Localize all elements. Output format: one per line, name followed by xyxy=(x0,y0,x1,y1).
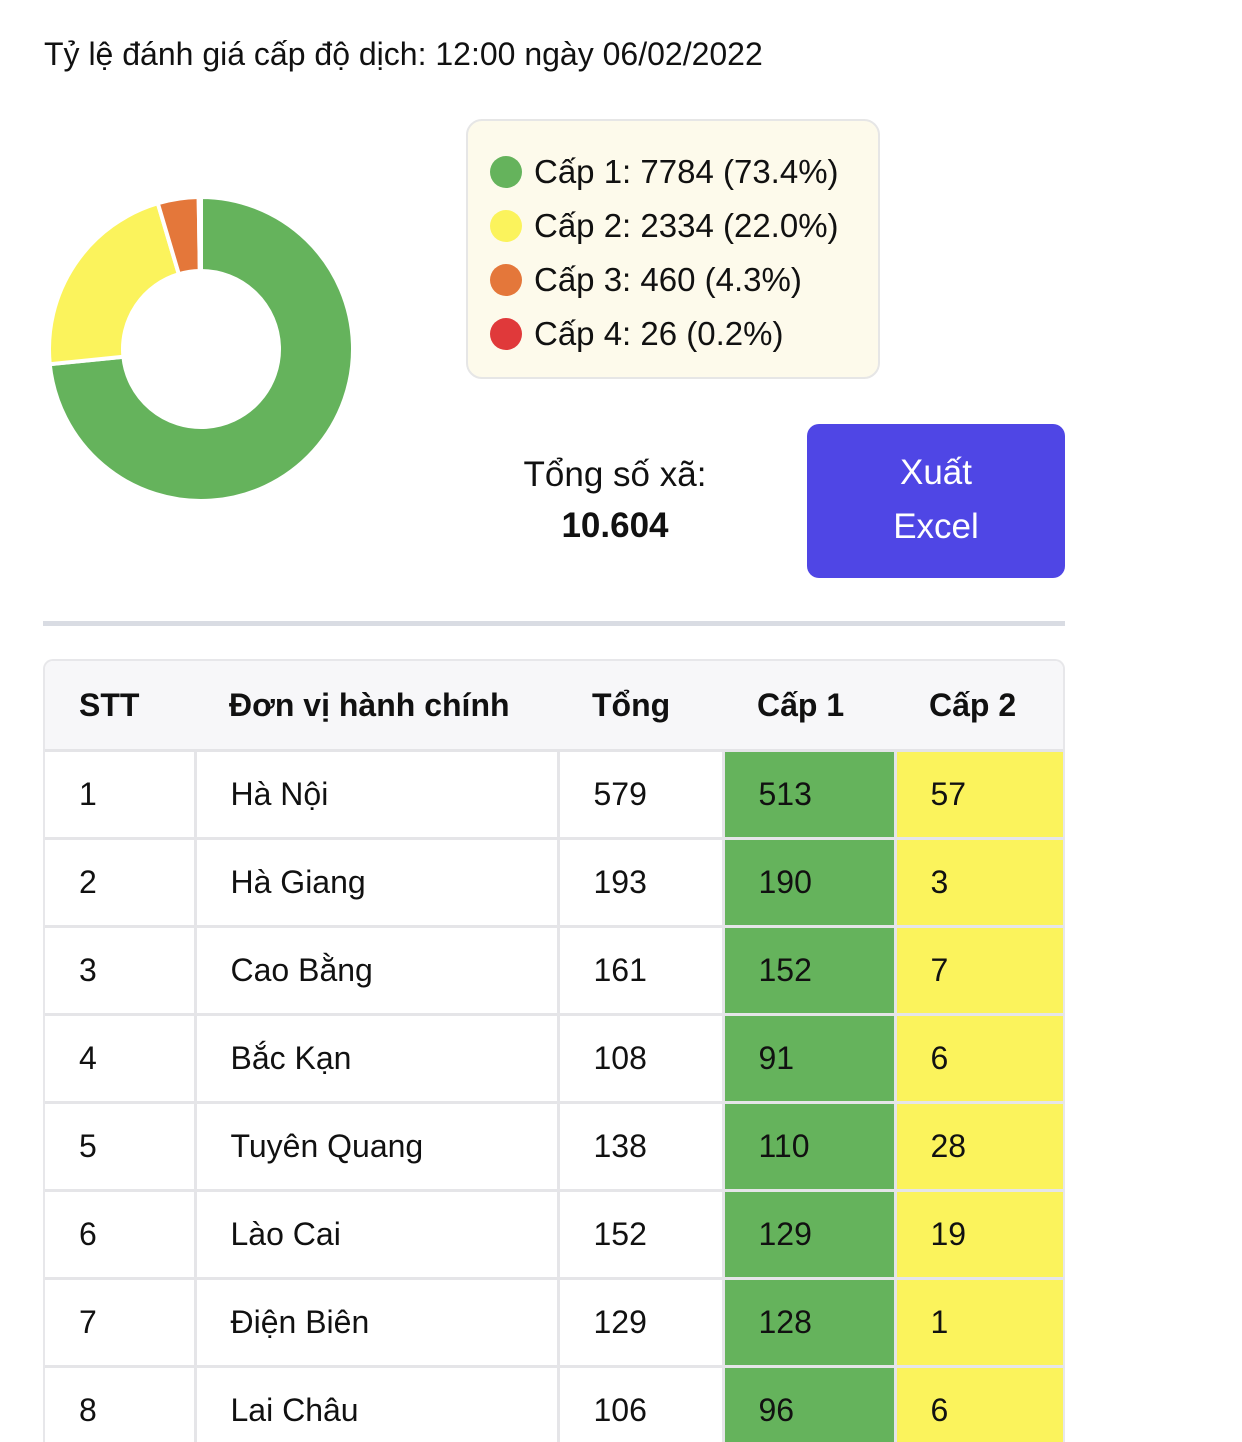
cell-cap-2: 6 xyxy=(895,1014,1063,1104)
legend-label-cap-2: Cấp 2: 2334 (22.0%) xyxy=(534,207,839,244)
province-table: STT Đơn vị hành chính Tổng Cấp 1 Cấp 2 1… xyxy=(43,659,1065,1442)
cell-total: 152 xyxy=(558,1190,725,1280)
table-row[interactable]: 4 Bắc Kạn 108 91 6 xyxy=(45,1014,1063,1104)
cell-unit: Hà Nội xyxy=(195,750,560,840)
cell-stt: 8 xyxy=(45,1366,197,1442)
legend-dot-cap-4 xyxy=(490,318,522,350)
cell-total: 106 xyxy=(558,1366,725,1442)
export-excel-button[interactable]: Xuất Excel xyxy=(807,424,1065,578)
export-button-line-2: Excel xyxy=(893,507,979,546)
cell-stt: 2 xyxy=(45,838,197,928)
page-title: Tỷ lệ đánh giá cấp độ dịch: 12:00 ngày 0… xyxy=(44,36,763,72)
legend-item-cap-2: Cấp 2: 2334 (22.0%) xyxy=(490,199,878,253)
legend-item-cap-3: Cấp 3: 460 (4.3%) xyxy=(490,253,878,307)
table-row[interactable]: 1 Hà Nội 579 513 57 xyxy=(45,750,1063,840)
section-divider xyxy=(43,621,1065,626)
chart-legend: Cấp 1: 7784 (73.4%) Cấp 2: 2334 (22.0%) … xyxy=(466,119,880,379)
legend-item-cap-4: Cấp 4: 26 (0.2%) xyxy=(490,307,878,361)
cell-cap-2: 57 xyxy=(895,750,1063,840)
cell-stt: 6 xyxy=(45,1190,197,1280)
cell-cap-1: 91 xyxy=(723,1014,897,1104)
cell-unit: Lào Cai xyxy=(195,1190,560,1280)
legend-label-cap-4: Cấp 4: 26 (0.2%) xyxy=(534,315,784,352)
cell-cap-2: 7 xyxy=(895,926,1063,1016)
legend-item-cap-1: Cấp 1: 7784 (73.4%) xyxy=(490,145,878,199)
cell-cap-1: 129 xyxy=(723,1190,897,1280)
cell-cap-1: 513 xyxy=(723,750,897,840)
cell-total: 193 xyxy=(558,838,725,928)
cell-unit: Bắc Kạn xyxy=(195,1014,560,1104)
cell-cap-1: 128 xyxy=(723,1278,897,1368)
cell-unit: Tuyên Quang xyxy=(195,1102,560,1192)
legend-label-cap-1: Cấp 1: 7784 (73.4%) xyxy=(534,153,839,190)
cell-total: 108 xyxy=(558,1014,725,1104)
total-communes: Tổng số xã: 10.604 xyxy=(470,450,760,552)
table-header-row: STT Đơn vị hành chính Tổng Cấp 1 Cấp 2 xyxy=(45,661,1063,752)
legend-dot-cap-3 xyxy=(490,264,522,296)
table-row[interactable]: 8 Lai Châu 106 96 6 xyxy=(45,1366,1063,1442)
table-row[interactable]: 6 Lào Cai 152 129 19 xyxy=(45,1190,1063,1280)
cell-stt: 4 xyxy=(45,1014,197,1104)
export-button-line-1: Xuất xyxy=(900,453,972,492)
cell-stt: 1 xyxy=(45,750,197,840)
cell-stt: 3 xyxy=(45,926,197,1016)
column-header-stt[interactable]: STT xyxy=(45,661,195,752)
cell-unit: Cao Bằng xyxy=(195,926,560,1016)
cell-cap-2: 28 xyxy=(895,1102,1063,1192)
cell-stt: 7 xyxy=(45,1278,197,1368)
donut-slice-4 xyxy=(196,194,203,274)
cell-cap-2: 1 xyxy=(895,1278,1063,1368)
legend-dot-cap-2 xyxy=(490,210,522,242)
cell-unit: Điện Biên xyxy=(195,1278,560,1368)
cell-total: 161 xyxy=(558,926,725,1016)
cell-total: 138 xyxy=(558,1102,725,1192)
column-header-cap-2[interactable]: Cấp 2 xyxy=(895,661,1063,752)
table-row[interactable]: 2 Hà Giang 193 190 3 xyxy=(45,838,1063,928)
legend-label-cap-3: Cấp 3: 460 (4.3%) xyxy=(534,261,802,298)
total-label: Tổng số xã: xyxy=(523,455,707,494)
cell-cap-2: 6 xyxy=(895,1366,1063,1442)
cell-total: 579 xyxy=(558,750,725,840)
cell-cap-1: 152 xyxy=(723,926,897,1016)
cell-cap-1: 96 xyxy=(723,1366,897,1442)
table-row[interactable]: 3 Cao Bằng 161 152 7 xyxy=(45,926,1063,1016)
cell-stt: 5 xyxy=(45,1102,197,1192)
cell-unit: Hà Giang xyxy=(195,838,560,928)
column-header-cap-1[interactable]: Cấp 1 xyxy=(723,661,895,752)
column-header-unit[interactable]: Đơn vị hành chính xyxy=(195,661,558,752)
donut-slice-1 xyxy=(47,194,355,503)
table-row[interactable]: 5 Tuyên Quang 138 110 28 xyxy=(45,1102,1063,1192)
cell-total: 129 xyxy=(558,1278,725,1368)
cell-cap-2: 19 xyxy=(895,1190,1063,1280)
cell-cap-1: 190 xyxy=(723,838,897,928)
donut-slice-2 xyxy=(47,200,182,367)
cell-cap-1: 110 xyxy=(723,1102,897,1192)
column-header-total[interactable]: Tổng xyxy=(558,661,723,752)
cell-unit: Lai Châu xyxy=(195,1366,560,1442)
total-value: 10.604 xyxy=(561,506,669,545)
table-row[interactable]: 7 Điện Biên 129 128 1 xyxy=(45,1278,1063,1368)
cell-cap-2: 3 xyxy=(895,838,1063,928)
donut-chart xyxy=(47,194,355,503)
legend-dot-cap-1 xyxy=(490,156,522,188)
